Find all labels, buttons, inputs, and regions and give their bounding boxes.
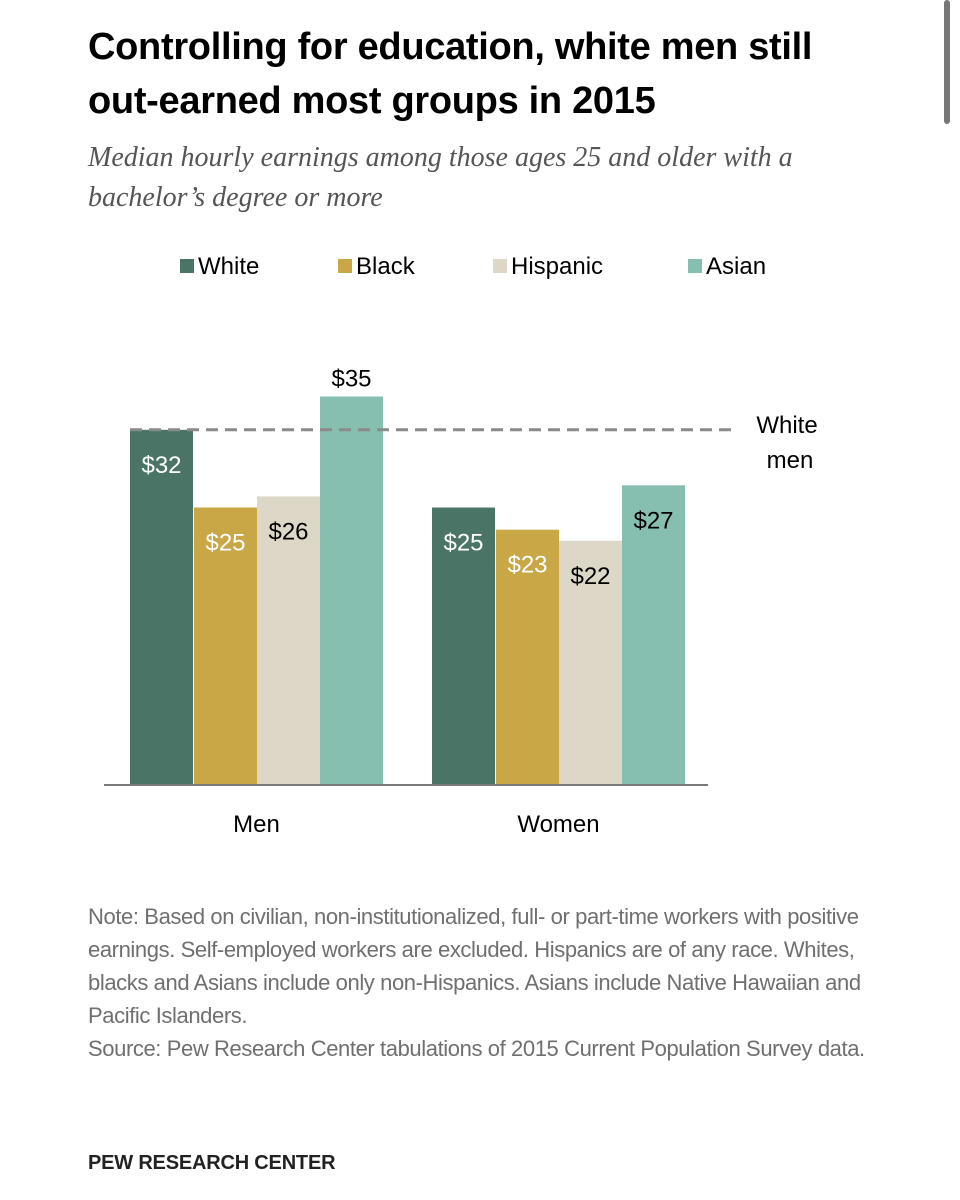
category-label-women: Women [517, 811, 599, 838]
category-label-men: Men [233, 811, 280, 838]
bar-asian-women [622, 485, 685, 785]
bar-hispanic-men [257, 496, 320, 785]
scrollbar[interactable] [944, 0, 950, 124]
data-label-white-women: $25 [443, 530, 483, 557]
data-label-hispanic-women: $22 [570, 563, 610, 590]
legend-label-asian: Asian [706, 253, 767, 280]
bar-black-men [194, 507, 257, 785]
legend-swatch-white [180, 259, 194, 273]
note-block: Note: Based on civilian, non-institution… [88, 900, 888, 1065]
legend-item-asian: Asian [688, 250, 766, 284]
legend-item-white: White [180, 250, 259, 284]
legend-swatch-black [338, 259, 352, 273]
data-label-black-men: $25 [205, 530, 245, 557]
legend-label-black: Black [356, 253, 415, 280]
reference-line-label-line2: men [767, 447, 814, 474]
data-label-hispanic-men: $26 [268, 518, 308, 545]
org-name: PEW RESEARCH CENTER [88, 1152, 336, 1174]
legend-swatch-asian [688, 259, 702, 273]
data-label-asian-women: $27 [633, 507, 673, 534]
chart-subtitle: Median hourly earnings among those ages … [88, 142, 793, 213]
bar-black-women [496, 529, 559, 785]
legend-label-hispanic: Hispanic [511, 253, 604, 280]
note-text: Note: Based on civilian, non-institution… [88, 904, 861, 1028]
legend-swatch-hispanic [493, 259, 507, 273]
legend-item-black: Black [338, 250, 415, 284]
reference-line-label-line1: White [756, 412, 817, 439]
legend: White Black Hispanic Asian [0, 250, 960, 284]
bar-white-women [432, 507, 495, 785]
legend-label-white: White [198, 253, 260, 280]
bar-hispanic-women [559, 540, 622, 785]
source-text: Source: Pew Research Center tabulations … [88, 1036, 865, 1061]
bar-chart: $32 $25 $25 $23 $26 $22 $35 $27 White men Men Women [104, 366, 818, 838]
bar-asian-men [320, 396, 383, 785]
bar-white-men [130, 429, 193, 785]
data-label-black-women: $23 [507, 552, 547, 579]
data-label-asian-men: $35 [331, 366, 371, 393]
chart-title: Controlling for education, white men sti… [88, 26, 813, 122]
legend-item-hispanic: Hispanic [493, 250, 603, 284]
data-label-white-men: $32 [141, 452, 181, 479]
